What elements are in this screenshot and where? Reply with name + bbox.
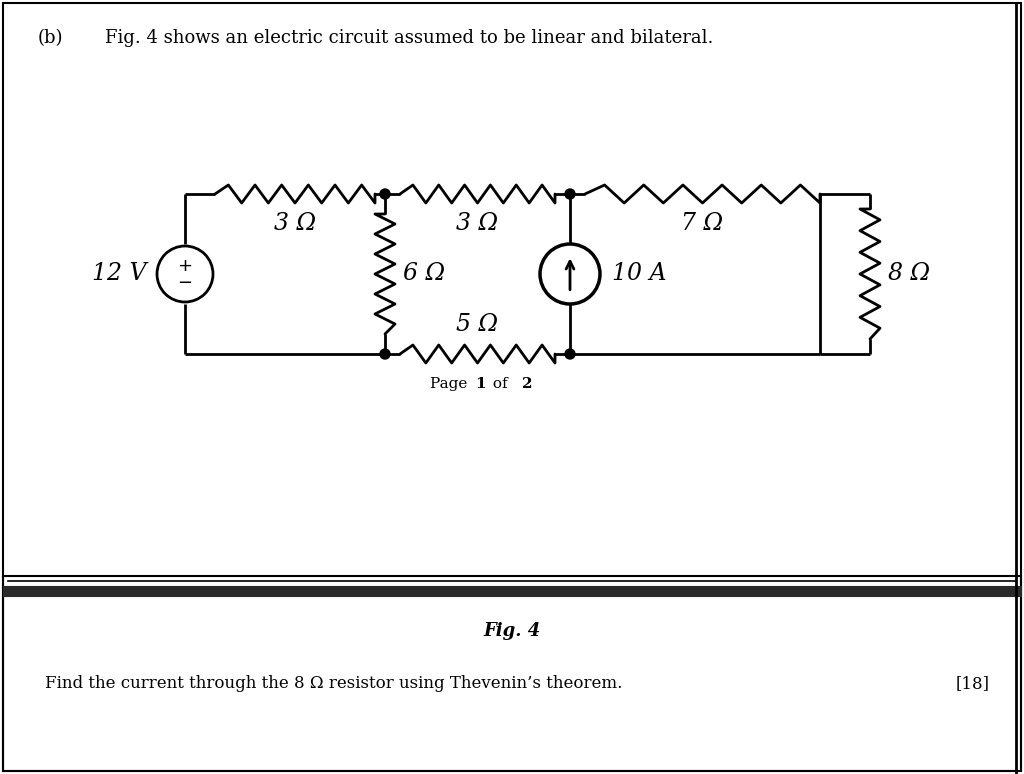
Text: Page: Page bbox=[430, 377, 472, 391]
Circle shape bbox=[380, 349, 390, 359]
Text: 3 Ω: 3 Ω bbox=[274, 212, 316, 235]
Text: [18]: [18] bbox=[956, 676, 990, 693]
Text: 3 Ω: 3 Ω bbox=[457, 212, 499, 235]
Circle shape bbox=[565, 189, 575, 199]
Text: Fig. 4 shows an electric circuit assumed to be linear and bilateral.: Fig. 4 shows an electric circuit assumed… bbox=[105, 29, 714, 47]
Text: 1: 1 bbox=[475, 377, 485, 391]
Text: 10 A: 10 A bbox=[612, 262, 667, 286]
Text: 12 V: 12 V bbox=[92, 262, 147, 286]
Text: 8 Ω: 8 Ω bbox=[888, 262, 930, 286]
Text: +: + bbox=[177, 257, 193, 275]
Text: of: of bbox=[488, 377, 512, 391]
Text: Find the current through the 8 Ω resistor using Thevenin’s theorem.: Find the current through the 8 Ω resisto… bbox=[45, 676, 623, 693]
Text: −: − bbox=[177, 274, 193, 292]
Text: 6 Ω: 6 Ω bbox=[403, 262, 445, 286]
Text: 7 Ω: 7 Ω bbox=[681, 212, 724, 235]
Text: (b): (b) bbox=[38, 29, 63, 47]
Text: Fig. 4: Fig. 4 bbox=[483, 622, 541, 640]
Circle shape bbox=[380, 189, 390, 199]
Text: 2: 2 bbox=[522, 377, 532, 391]
Text: 5 Ω: 5 Ω bbox=[457, 313, 499, 336]
Circle shape bbox=[565, 349, 575, 359]
